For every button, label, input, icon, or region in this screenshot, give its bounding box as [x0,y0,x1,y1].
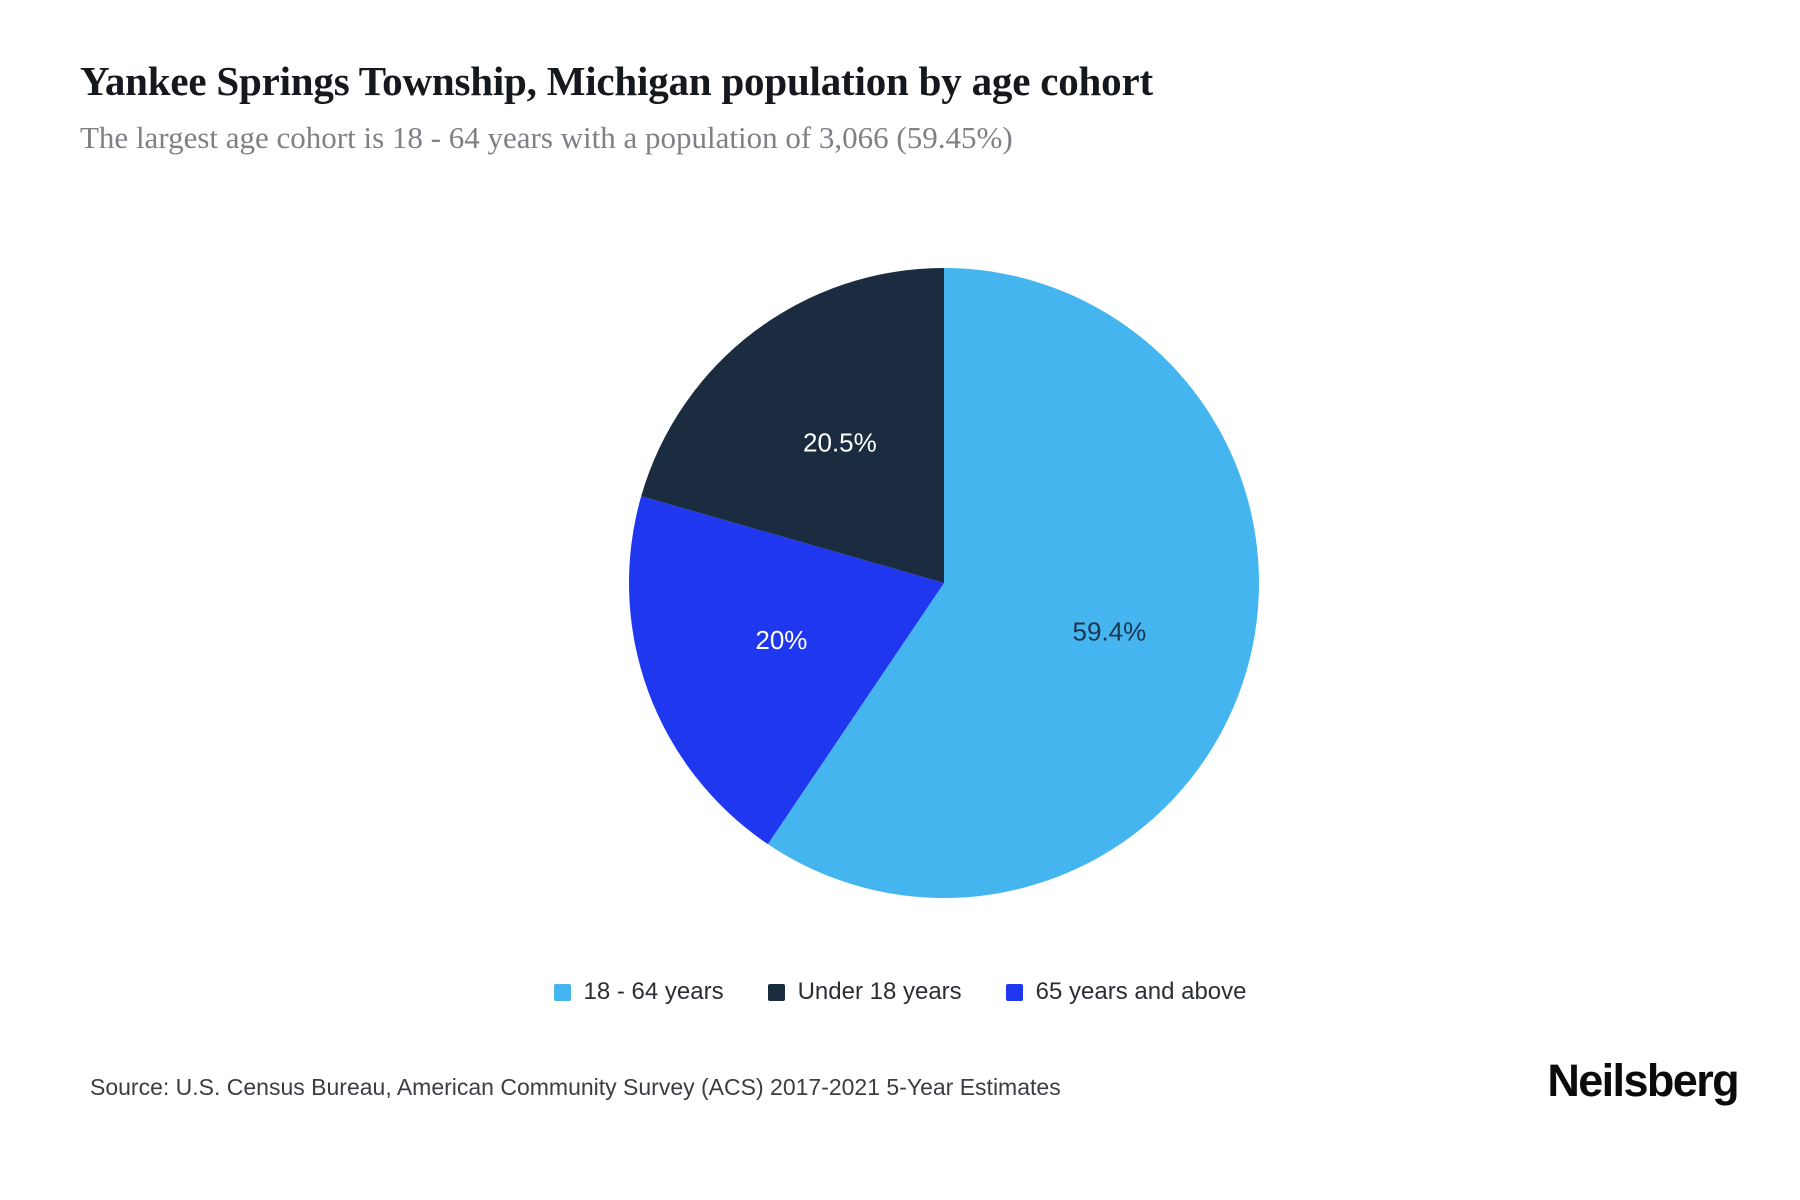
pie-label-65-years-and-above: 20% [755,625,807,655]
pie-chart: 59.4% 20% 20.5% [628,268,1259,898]
legend-label: 65 years and above [1035,978,1247,1005]
pie-slice-65-years-and-above[interactable] [628,496,944,845]
legend-swatch-icon [1005,983,1023,1001]
chart-subtitle: The largest age cohort is 18 - 64 years … [80,120,1013,155]
legend-item-65-years-and-above[interactable]: 65 years and above [1005,978,1247,1006]
pie-label-under-18-years: 20.5% [803,428,877,458]
chart-legend: 18 - 64 years Under 18 years 65 years an… [0,978,1800,1006]
source-note: Source: U.S. Census Bureau, American Com… [90,1074,1061,1100]
pie-slice-18-64-years[interactable] [767,268,1259,898]
pie-slices [628,268,1259,898]
legend-swatch-icon [767,983,785,1001]
legend-item-under-18-years[interactable]: Under 18 years [767,978,962,1006]
pie-slice-under-18-years[interactable] [641,268,944,583]
pie-label-18-64-years: 59.4% [1073,616,1147,646]
pie-chart-svg: 59.4% 20% 20.5% [628,268,1259,898]
legend-label: Under 18 years [797,978,962,1005]
brand-logo: Neilsberg [1547,1055,1739,1106]
pie-slice-labels: 59.4% 20% 20.5% [755,428,1146,655]
page-title: Yankee Springs Township, Michigan popula… [80,58,1153,104]
legend-label: 18 - 64 years [583,978,724,1005]
legend-item-18-64-years[interactable]: 18 - 64 years [553,978,724,1006]
legend-swatch-icon [553,983,571,1001]
